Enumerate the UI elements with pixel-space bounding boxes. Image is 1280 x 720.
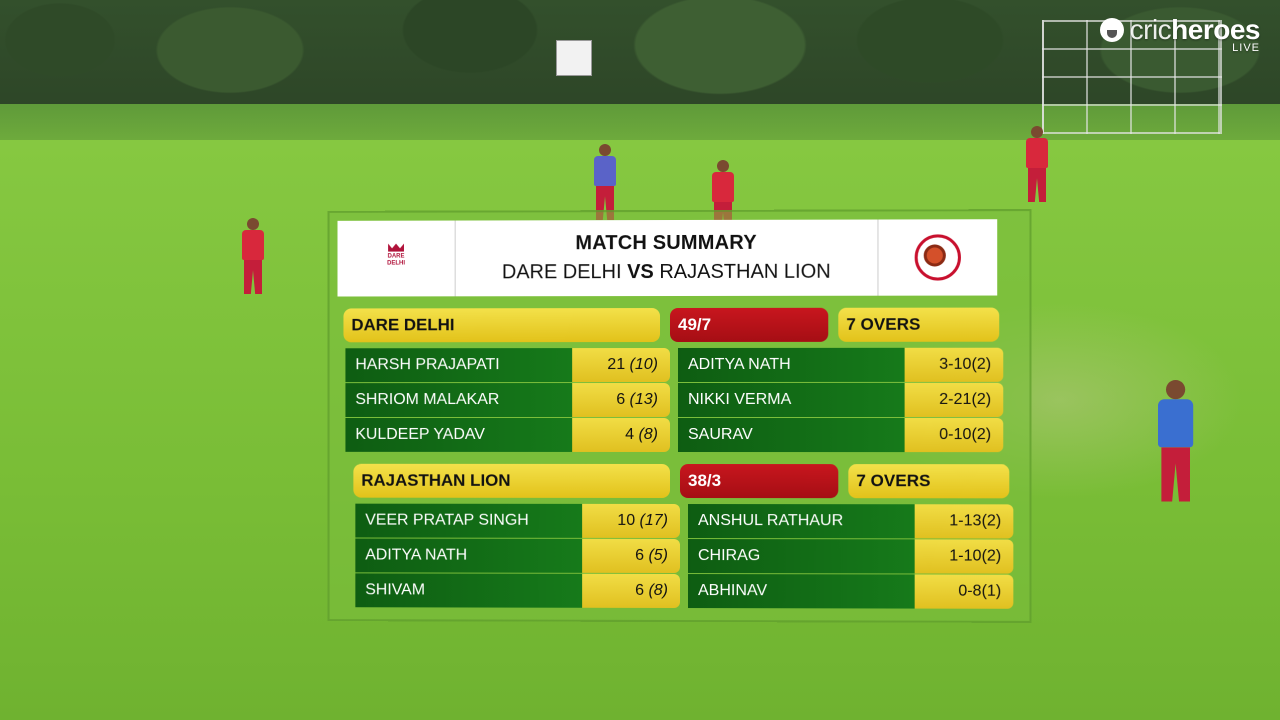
cricheroes-watermark: cricheroes LIVE [1100, 14, 1260, 54]
bowler-figures: 0-10 (2) [905, 418, 1004, 452]
bowler-row: ANSHUL RATHAUR 1-13 (2) [688, 504, 1013, 538]
batter-score: 6 (8) [582, 574, 680, 608]
innings-2-stats: VEER PRATAP SINGH 10 (17) ADITYA NATH 6 … [355, 504, 1013, 609]
batter-name: ADITYA NATH [355, 539, 582, 573]
team-overs: 7 OVERS [848, 464, 1009, 498]
dare-delhi-crown-icon: DARE DELHI [387, 244, 405, 274]
rajasthan-lion-icon [915, 234, 961, 280]
batter-score: 6 (5) [582, 539, 680, 573]
batter-score: 10 (17) [582, 504, 680, 538]
batter-row: SHIVAM 6 (8) [355, 573, 680, 608]
bowling-column: ADITYA NATH 3-10 (2) NIKKI VERMA 2-21 (2) … [678, 348, 1003, 452]
fielder [242, 218, 264, 294]
page-title: MATCH SUMMARY [456, 232, 878, 256]
bowler-row: CHIRAG 1-10 (2) [688, 539, 1013, 574]
team-score: 49/7 [670, 308, 828, 342]
team-a-logo: DARE DELHI [338, 221, 456, 297]
fielder [1158, 380, 1193, 502]
bowler-name: ANSHUL RATHAUR [688, 504, 915, 538]
card-header: DARE DELHI MATCH SUMMARY DARE DELHI VS R… [338, 219, 998, 296]
batter-row: SHRIOM MALAKAR 6 (13) [345, 383, 670, 417]
team-name: RAJASTHAN LION [353, 464, 670, 498]
batting-column: HARSH PRAJAPATI 21 (10) SHRIOM MALAKAR 6… [345, 348, 670, 452]
team-name: DARE DELHI [343, 308, 660, 342]
bowler-figures: 0-8 (1) [915, 574, 1014, 608]
bowler-row: ABHINAV 0-8 (1) [688, 574, 1013, 609]
innings-1-stats: HARSH PRAJAPATI 21 (10) SHRIOM MALAKAR 6… [345, 348, 1003, 452]
fielder [594, 144, 616, 220]
batter-score: 6 (13) [572, 383, 670, 417]
team-overs: 7 OVERS [838, 308, 999, 342]
batter-name: SHIVAM [355, 573, 582, 607]
bowler-row: NIKKI VERMA 2-21 (2) [678, 383, 1003, 417]
batter-name: HARSH PRAJAPATI [345, 348, 572, 382]
innings-2-header: RAJASTHAN LION 38/3 7 OVERS [353, 464, 1009, 499]
title-block: MATCH SUMMARY DARE DELHI VS RAJASTHAN LI… [456, 232, 878, 285]
bowler-figures: 2-21 (2) [905, 383, 1004, 417]
bowler-name: ADITYA NATH [678, 348, 905, 382]
bowler-name: CHIRAG [688, 539, 915, 573]
bowler-row: ADITYA NATH 3-10 (2) [678, 348, 1003, 382]
matchup-title: DARE DELHI VS RAJASTHAN LION [456, 261, 878, 285]
bowler-figures: 1-13 (2) [915, 504, 1014, 538]
batter-score: 21 (10) [572, 348, 670, 382]
bowling-column: ANSHUL RATHAUR 1-13 (2) CHIRAG 1-10 (2) AB… [688, 504, 1013, 609]
match-summary-card: DARE DELHI MATCH SUMMARY DARE DELHI VS R… [328, 209, 1032, 623]
fielder [1026, 126, 1048, 202]
bowler-name: SAURAV [678, 418, 905, 452]
bowler-name: ABHINAV [688, 574, 915, 609]
bowler-row: SAURAV 0-10 (2) [678, 418, 1003, 452]
boundary-sign [556, 40, 592, 76]
cricheroes-ball-icon [1100, 18, 1124, 42]
bowler-figures: 1-10 (2) [915, 539, 1014, 573]
bowler-name: NIKKI VERMA [678, 383, 905, 417]
batter-score: 4 (8) [572, 418, 670, 452]
batter-name: VEER PRATAP SINGH [355, 504, 582, 538]
bowler-figures: 3-10 (2) [905, 348, 1004, 382]
batter-row: KULDEEP YADAV 4 (8) [345, 418, 670, 452]
team-score: 38/3 [680, 464, 838, 498]
batter-row: HARSH PRAJAPATI 21 (10) [345, 348, 670, 382]
batter-row: VEER PRATAP SINGH 10 (17) [355, 504, 680, 538]
batting-column: VEER PRATAP SINGH 10 (17) ADITYA NATH 6 … [355, 504, 680, 608]
batter-name: KULDEEP YADAV [345, 418, 572, 452]
batter-row: ADITYA NATH 6 (5) [355, 539, 680, 573]
team-b-logo [877, 219, 997, 295]
innings-1-header: DARE DELHI 49/7 7 OVERS [343, 308, 999, 343]
batter-name: SHRIOM MALAKAR [345, 383, 572, 417]
